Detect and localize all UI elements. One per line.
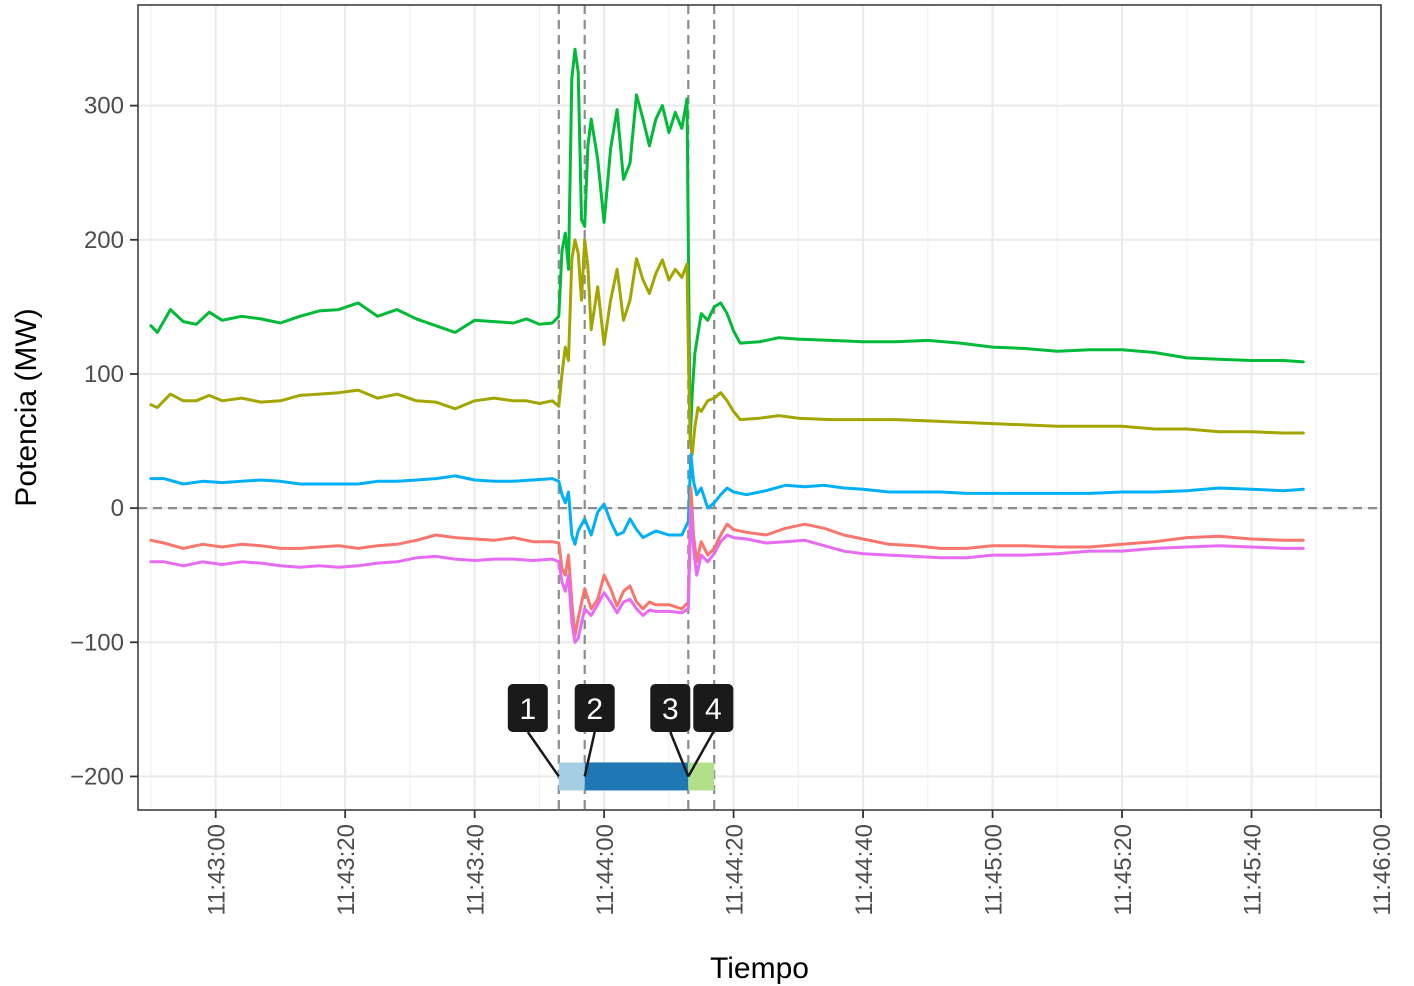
- series-line: [149, 238, 1305, 456]
- plot-border: [137, 4, 1382, 811]
- series-line: [149, 47, 1305, 443]
- x-tick-label: 11:44:20: [722, 824, 749, 916]
- x-tick-labels: 11:43:00 11:43:20 11:43:40 11:44:00 11:44:20…: [204, 824, 1396, 916]
- x-tick-label: 11:43:00: [204, 824, 231, 916]
- series-line: [149, 506, 1305, 644]
- x-tick-label: 11:44:00: [592, 824, 619, 916]
- axis-ticks: [130, 104, 1382, 818]
- phase-label-leader: [583, 731, 596, 777]
- phase-label-box: [693, 684, 734, 732]
- x-axis-title: Tiempo: [710, 952, 809, 985]
- phase-label-text: 1: [519, 693, 536, 726]
- phase-label-text: 3: [662, 693, 679, 726]
- x-tick-label: 11:45:00: [981, 824, 1008, 916]
- phase-label-leader: [669, 731, 690, 777]
- phase-label-box: [650, 684, 691, 732]
- reference-lines: [138, 5, 1381, 810]
- x-tick-label: 11:43:20: [333, 824, 360, 916]
- y-tick-label: 0: [111, 495, 124, 522]
- y-tick-label: −200: [70, 763, 124, 790]
- series-line: [149, 486, 1305, 638]
- phase-segment: [688, 762, 715, 791]
- x-tick-label: 11:43:40: [463, 824, 490, 916]
- series-lines: [149, 47, 1305, 644]
- x-tick-label: 11:45:20: [1110, 824, 1137, 916]
- phase-label-box: [574, 684, 615, 732]
- phase-segment: [558, 762, 585, 791]
- phase-label-leader: [687, 731, 715, 778]
- phase-label-text: 4: [705, 693, 722, 726]
- y-tick-label: 300: [84, 93, 124, 120]
- phase-segment: [584, 762, 689, 791]
- y-tick-label: 100: [84, 361, 124, 388]
- phase-label-text: 2: [586, 693, 603, 726]
- plot-panel: [138, 5, 1381, 810]
- phase-label-leader: [526, 731, 560, 778]
- x-tick-label: 11:44:40: [851, 824, 878, 916]
- x-tick-label: 11:46:00: [1369, 824, 1396, 916]
- y-tick-label: 200: [84, 227, 124, 254]
- y-tick-label: −100: [70, 629, 124, 656]
- series-line: [149, 453, 1305, 546]
- phase-label-box: [507, 684, 548, 732]
- y-tick-labels: −200 −100 0 100 200 300: [70, 93, 124, 791]
- y-axis-title: Potencia (MW): [10, 308, 43, 506]
- x-tick-label: 11:45:40: [1240, 824, 1267, 916]
